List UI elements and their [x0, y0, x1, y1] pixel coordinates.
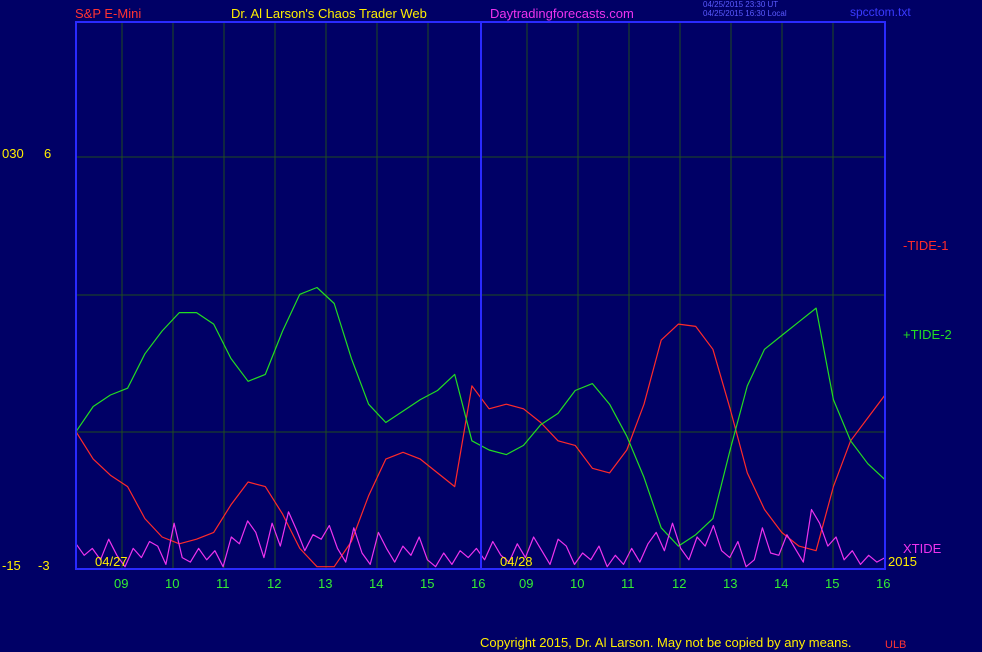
- hour-label: 11: [216, 576, 230, 591]
- timestamp-local: 04/25/2015 16:30 Local: [703, 9, 787, 18]
- site-link[interactable]: Daytradingforecasts.com: [490, 6, 634, 21]
- axis-bottom-inner: -3: [38, 558, 50, 573]
- hour-label: 15: [825, 576, 840, 591]
- hour-label: 10: [165, 576, 180, 591]
- file-name: spcctom.txt: [850, 5, 911, 19]
- hour-label: 13: [723, 576, 738, 591]
- timestamp-ut: 04/25/2015 23:30 UT: [703, 0, 779, 9]
- hour-label: 09: [519, 576, 534, 591]
- axis-bottom-outer: -15: [2, 558, 21, 573]
- hour-label: 16: [876, 576, 891, 591]
- symbol-label: S&P E-Mini: [75, 6, 142, 21]
- hour-label: 12: [267, 576, 282, 591]
- hour-label: 14: [774, 576, 789, 591]
- hour-label: 10: [570, 576, 585, 591]
- axis-top-outer: 030: [2, 146, 24, 161]
- hour-label: 14: [369, 576, 384, 591]
- legend-xtide: XTIDE: [903, 541, 942, 556]
- axis-top-inner: 6: [44, 146, 52, 161]
- year-label: 2015: [888, 554, 917, 569]
- chart-title: Dr. Al Larson's Chaos Trader Web: [231, 6, 427, 21]
- hour-label: 11: [621, 576, 635, 591]
- hour-label: 12: [672, 576, 687, 591]
- hour-label: 16: [471, 576, 486, 591]
- footer-mark: ULB: [885, 639, 907, 651]
- date-label-2: 04/28: [500, 554, 533, 569]
- legend-tide1: -TIDE-1: [903, 238, 949, 253]
- hour-label: 15: [420, 576, 435, 591]
- hour-label: 09: [114, 576, 129, 591]
- date-label-1: 04/27: [95, 554, 128, 569]
- copyright: Copyright 2015, Dr. Al Larson. May not b…: [480, 635, 852, 650]
- hour-label: 13: [318, 576, 333, 591]
- legend-tide2: +TIDE-2: [903, 327, 952, 342]
